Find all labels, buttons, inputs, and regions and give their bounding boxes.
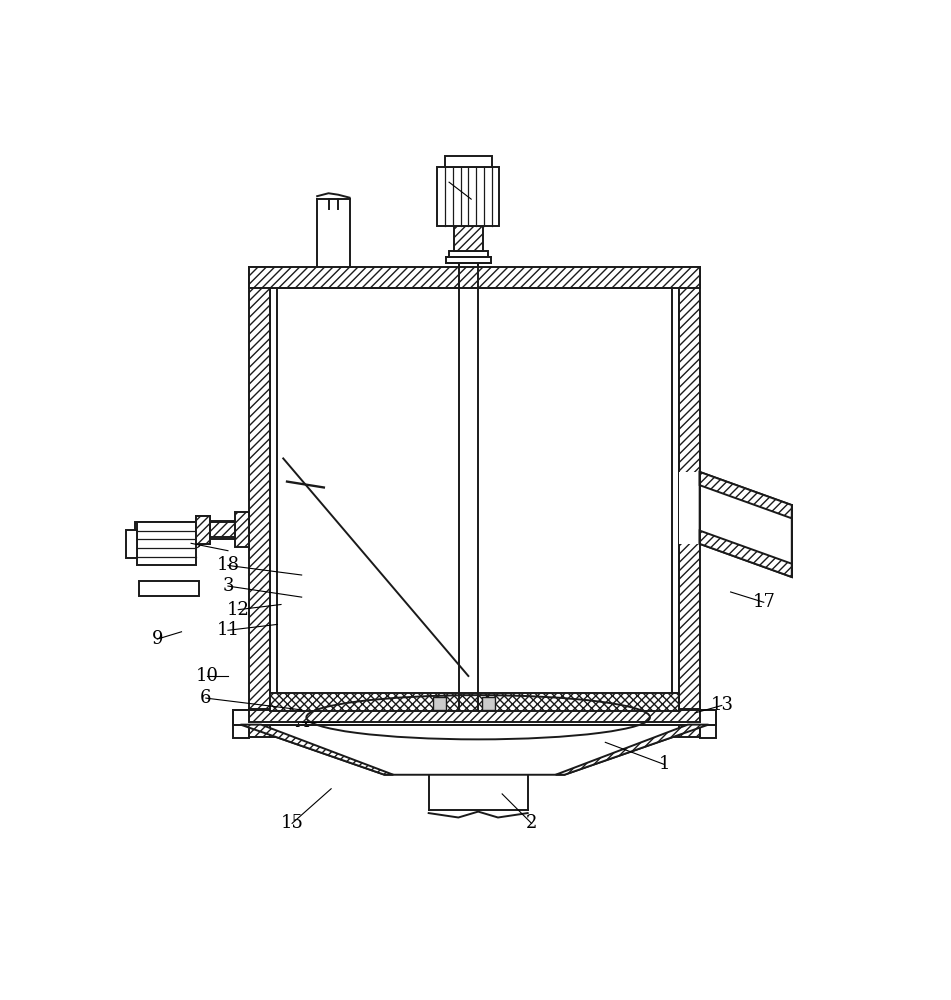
- Text: 15: 15: [281, 814, 303, 832]
- Bar: [139, 581, 199, 596]
- Text: 2: 2: [526, 814, 537, 832]
- Bar: [196, 516, 210, 544]
- Bar: [270, 693, 679, 711]
- Bar: [137, 522, 196, 565]
- Text: 13: 13: [710, 696, 733, 714]
- Polygon shape: [700, 472, 792, 518]
- Bar: [445, 257, 492, 263]
- Text: 6: 6: [200, 689, 211, 707]
- Bar: [445, 156, 492, 167]
- Text: 14: 14: [437, 173, 460, 191]
- Bar: [449, 251, 488, 257]
- Bar: [249, 709, 700, 722]
- Bar: [481, 697, 495, 710]
- Polygon shape: [555, 725, 708, 775]
- Bar: [135, 522, 249, 537]
- Text: 10: 10: [196, 667, 219, 685]
- Text: 1: 1: [658, 755, 670, 773]
- Text: 11: 11: [217, 621, 240, 639]
- Text: 16: 16: [180, 534, 203, 552]
- Bar: [126, 530, 137, 558]
- Bar: [196, 516, 210, 544]
- Text: 12: 12: [227, 601, 250, 619]
- Text: A: A: [295, 713, 308, 731]
- Polygon shape: [241, 725, 394, 775]
- Bar: [233, 725, 249, 738]
- Bar: [454, 226, 483, 251]
- Bar: [235, 512, 249, 547]
- Text: 17: 17: [752, 593, 775, 611]
- Text: 9: 9: [151, 630, 163, 648]
- Bar: [433, 697, 446, 710]
- Bar: [233, 710, 716, 725]
- Bar: [249, 267, 270, 737]
- Polygon shape: [700, 531, 792, 577]
- Bar: [437, 167, 499, 226]
- Bar: [270, 288, 679, 737]
- Polygon shape: [700, 472, 792, 577]
- Bar: [679, 267, 700, 737]
- Text: 18: 18: [217, 556, 240, 574]
- Bar: [249, 267, 700, 288]
- Text: 3: 3: [223, 577, 234, 595]
- Polygon shape: [241, 725, 708, 775]
- Bar: [700, 725, 716, 738]
- Bar: [679, 472, 700, 544]
